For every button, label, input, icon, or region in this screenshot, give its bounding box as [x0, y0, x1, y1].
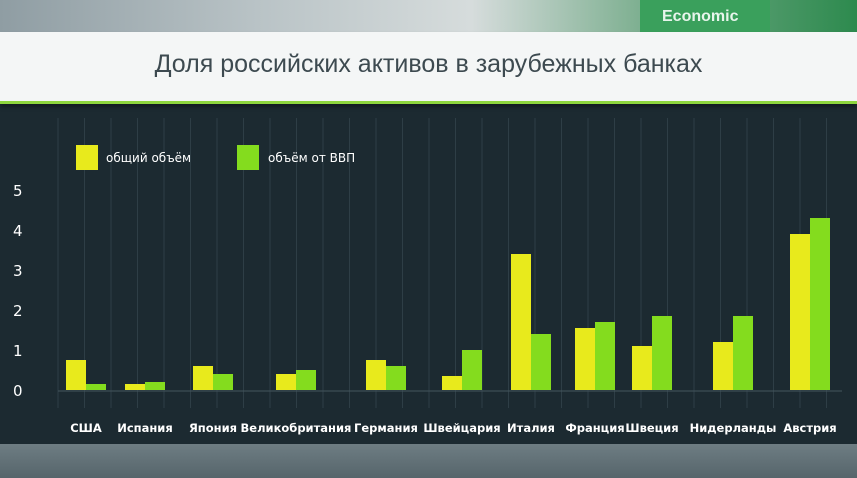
legend: общий объём объём от ВВП — [76, 145, 355, 170]
x-category-label: Германия — [354, 421, 418, 435]
legend-label: объём от ВВП — [268, 151, 355, 165]
channel-logo-block — [640, 0, 770, 32]
bar-total-volume — [442, 376, 462, 390]
y-tick-label: 5 — [13, 182, 23, 200]
bar-total-volume — [276, 374, 296, 390]
bar-gdp-share — [595, 322, 615, 390]
bar-gdp-share — [386, 366, 406, 390]
bar-gdp-share — [145, 382, 165, 390]
x-category-label: Италия — [507, 421, 555, 435]
bar-gdp-share — [733, 316, 753, 390]
legend-swatch — [237, 145, 259, 170]
bar-gdp-share — [462, 350, 482, 390]
bar-total-volume — [511, 254, 531, 390]
bar-gdp-share — [296, 370, 316, 390]
bar-total-volume — [790, 234, 810, 390]
x-category-label: Великобритания — [241, 421, 352, 435]
bottom-band — [0, 444, 857, 478]
bar-total-volume — [575, 328, 595, 390]
x-axis: США Испания Япония Великобритания Германия Шв… — [70, 421, 836, 435]
title-accent-line — [0, 101, 857, 104]
x-category-label: Испания — [117, 421, 173, 435]
bar-total-volume — [366, 360, 386, 390]
bar-gdp-share — [213, 374, 233, 390]
bar-total-volume — [125, 384, 145, 390]
x-category-label: Швеция — [625, 421, 678, 435]
chart-title: Доля российских активов в зарубежных бан… — [154, 50, 703, 78]
x-category-label: Австрия — [783, 421, 836, 435]
bar-total-volume — [66, 360, 86, 390]
channel-logo-text: Economic — [662, 8, 739, 25]
x-category-label: США — [70, 421, 102, 435]
title-band: Доля российских активов в зарубежных бан… — [0, 32, 857, 104]
y-tick-label: 0 — [13, 382, 23, 400]
bar-gdp-share — [86, 384, 106, 390]
bar-total-volume — [713, 342, 733, 390]
legend-label: общий объём — [106, 151, 191, 165]
x-category-label: Швейцария — [423, 421, 500, 435]
bar-gdp-share — [531, 334, 551, 390]
legend-swatch — [76, 145, 98, 170]
y-tick-label: 4 — [13, 222, 23, 240]
bar-gdp-share — [652, 316, 672, 390]
x-category-label: Нидерланды — [690, 421, 777, 435]
x-category-label: Франция — [565, 421, 624, 435]
y-tick-label: 3 — [13, 262, 23, 280]
y-tick-label: 2 — [13, 302, 23, 320]
bar-total-volume — [193, 366, 213, 390]
bar-gdp-share — [810, 218, 830, 390]
x-category-label: Япония — [189, 421, 237, 435]
bar-total-volume — [632, 346, 652, 390]
y-axis: 0 1 2 3 4 5 — [13, 182, 23, 400]
y-tick-label: 1 — [13, 342, 23, 360]
channel-banner: Economic — [0, 0, 857, 32]
bars — [66, 218, 830, 390]
